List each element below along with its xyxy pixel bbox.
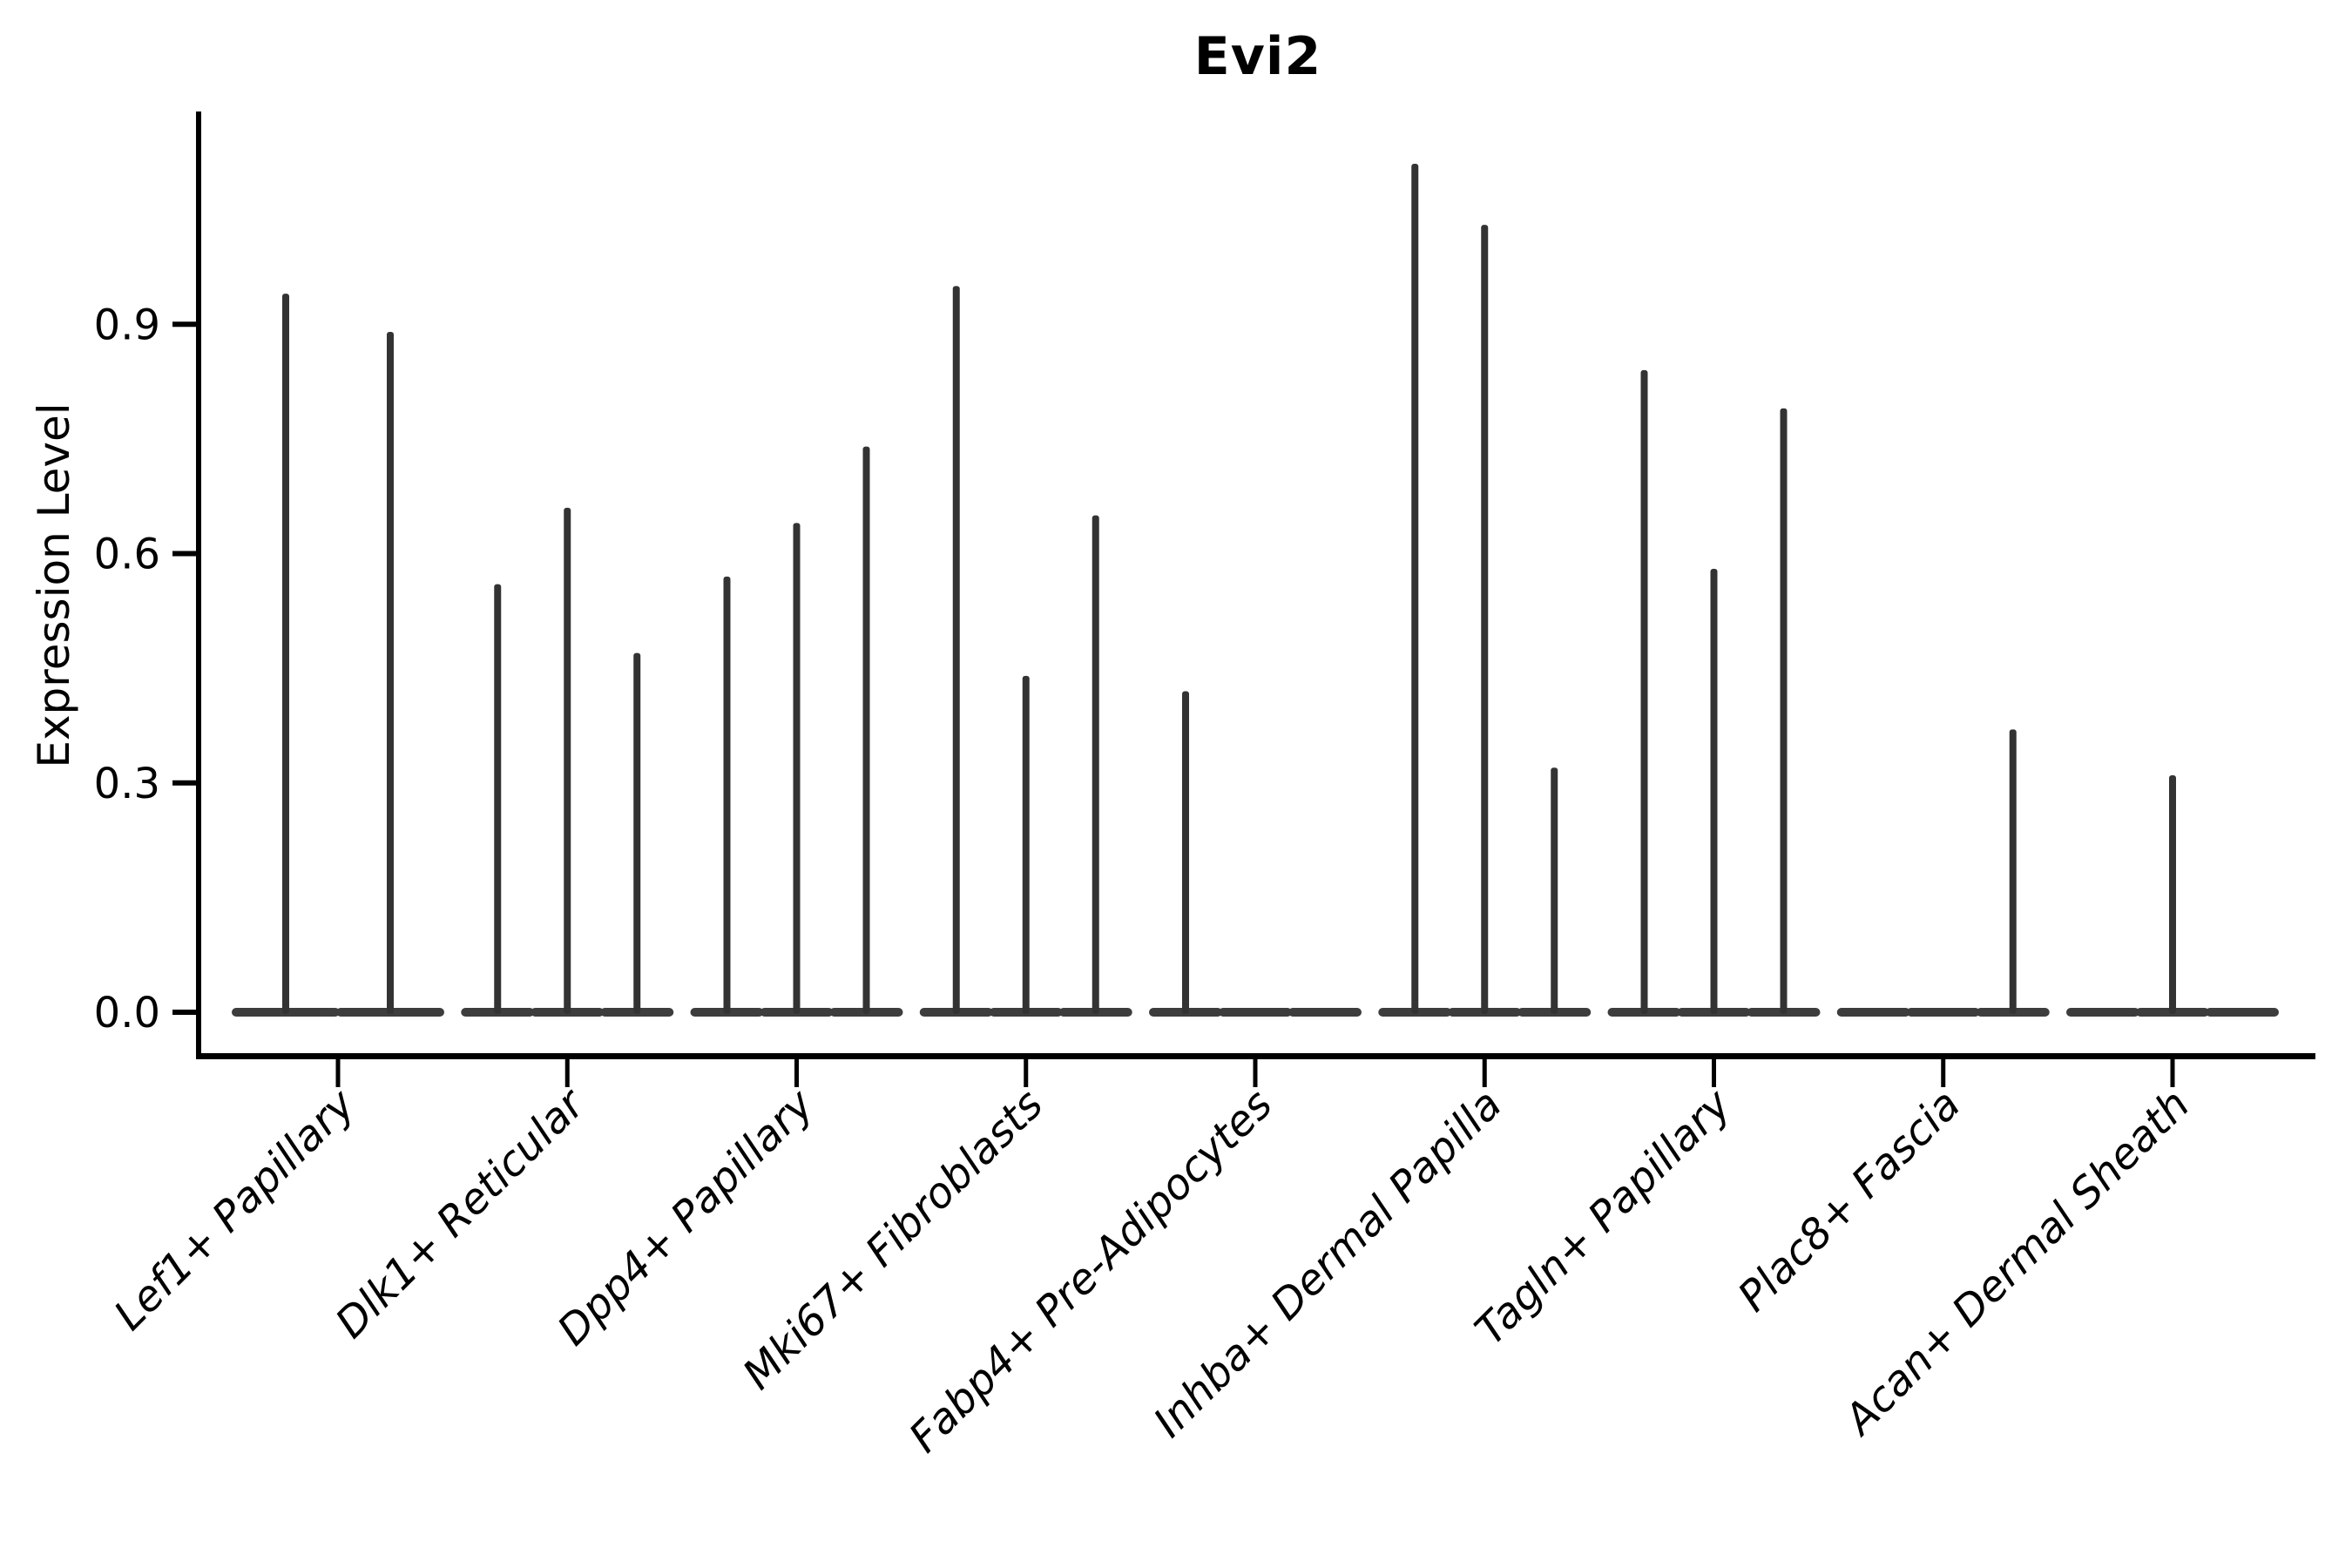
x-tick-mark: [1482, 1059, 1487, 1087]
x-tick-mark: [335, 1059, 341, 1087]
violin-base: [2066, 1008, 2139, 1017]
violin-spike: [387, 332, 394, 1014]
violin-spike: [494, 584, 502, 1014]
violin-base: [1906, 1008, 1980, 1017]
x-tick-label: Fabp4+ Pre-Adipocytes: [900, 1080, 1282, 1463]
y-tick-mark: [172, 551, 199, 557]
x-axis-spine: [196, 1053, 2315, 1059]
y-tick-label: 0.6: [94, 531, 160, 579]
x-tick-mark: [1712, 1059, 1716, 1087]
x-tick-label: Plac8+ Fascia: [1729, 1080, 1970, 1321]
violin-base: [1288, 1008, 1362, 1017]
x-tick-mark: [2170, 1059, 2175, 1087]
x-tick-mark: [1253, 1059, 1258, 1087]
violin-spike: [1710, 569, 1718, 1014]
violin-spike: [1780, 408, 1788, 1014]
x-tick-label: Tagln+ Papillary: [1466, 1079, 1741, 1355]
y-tick-mark: [172, 780, 199, 786]
y-axis-spine: [196, 112, 201, 1058]
violin-spike: [1022, 675, 1030, 1014]
plot-title: Evi2: [1193, 26, 1322, 87]
y-axis-title: Expression Level: [29, 402, 79, 768]
x-tick-label: Dlk1+ Reticular: [327, 1078, 597, 1348]
violin-spike: [1182, 691, 1189, 1014]
violin-spike: [1092, 515, 1099, 1014]
violin-base: [1836, 1008, 1910, 1017]
violin-base: [2206, 1008, 2279, 1017]
x-tick-label: Lef1+ Papillary: [105, 1079, 365, 1340]
violin-spike: [1481, 225, 1489, 1014]
y-tick-label: 0.9: [94, 301, 160, 349]
violin-spike: [2009, 729, 2017, 1014]
y-tick-mark: [172, 321, 199, 328]
violin-spike: [564, 507, 571, 1014]
violin-spike: [2169, 774, 2176, 1014]
x-tick-label: Dpp4+ Papillary: [548, 1079, 823, 1355]
violin-spike: [633, 652, 641, 1014]
violin-spike: [952, 286, 960, 1014]
y-tick-mark: [172, 1010, 199, 1015]
violin-spike: [1640, 369, 1648, 1014]
y-tick-label: 0.0: [94, 989, 160, 1037]
x-tick-mark: [1941, 1059, 1946, 1087]
violin-base: [1219, 1008, 1292, 1017]
x-tick-mark: [564, 1059, 570, 1087]
x-tick-mark: [1024, 1059, 1029, 1087]
x-tick-mark: [794, 1059, 799, 1087]
violin-spike: [1411, 163, 1419, 1015]
y-tick-label: 0.3: [94, 760, 160, 808]
violin-spike: [1551, 767, 1558, 1014]
violin-spike: [282, 294, 289, 1014]
violin-spike: [793, 523, 801, 1014]
violin-spike: [862, 446, 870, 1014]
violin-spike: [723, 576, 731, 1014]
